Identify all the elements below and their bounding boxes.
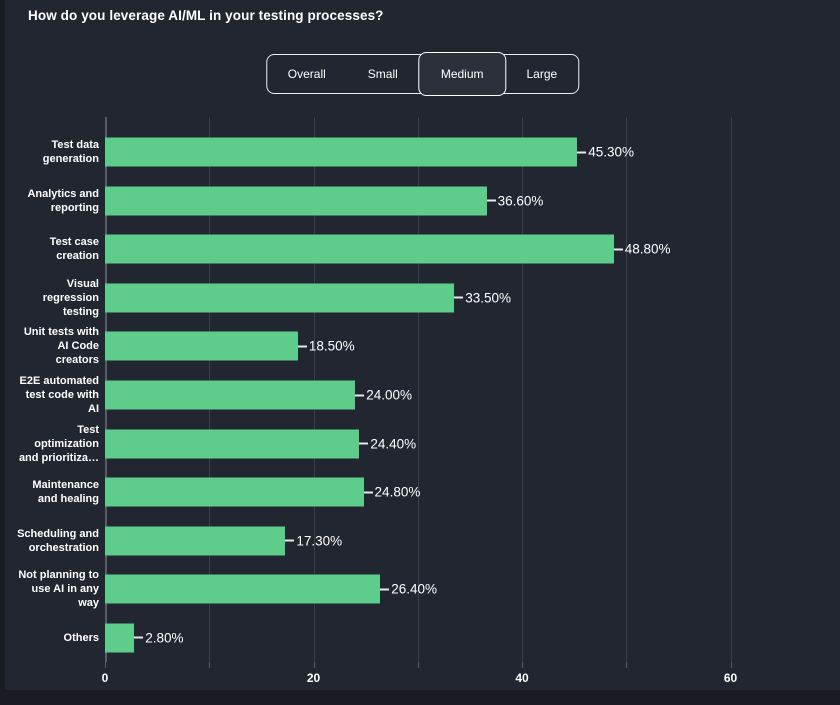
bar-row: E2E automated test code with AI 24.00% [20,371,840,420]
bar[interactable] [105,526,286,556]
category-label: Unit tests with AI Code creators [23,326,99,367]
x-tick-label: 60 [723,671,738,685]
bar[interactable] [105,429,360,459]
value-connector [577,151,587,154]
value-connector [380,588,390,591]
value-connector [454,296,464,299]
value-label: 48.80% [624,241,671,257]
bar-row: Maintenance and healing 24.80% [32,468,840,517]
value-group: 48.80% [613,241,671,257]
gridline [522,117,524,662]
bar[interactable] [105,186,487,216]
value-group: 18.50% [297,338,355,354]
bar[interactable] [105,623,135,653]
value-label: 17.30% [296,533,343,549]
bar-row: Analytics and reporting 36.60% [27,177,840,226]
value-connector [134,636,144,639]
x-tick-mark [209,662,211,668]
bar-chart: 0 20 40 60 Test data generation 45.30% Analyt… [17,117,840,685]
chart-panel: How do you leverage AI/ML in your testin… [5,0,840,690]
value-label: 45.30% [588,144,635,160]
bar-row: Not planning to use AI in any way 26.40% [18,565,840,614]
bar-row: Test optimization and prioritiza… 24.40% [19,419,840,468]
x-tick-label: 40 [515,671,529,685]
page-title: How do you leverage AI/ML in your testin… [28,8,384,23]
bar[interactable] [105,477,364,507]
gridline [626,117,628,662]
value-label: 24.40% [370,436,417,452]
bar-row: Unit tests with AI Code creators 18.50% [24,322,840,371]
x-tick-label: 20 [306,671,321,685]
value-group: 36.60% [486,193,544,209]
value-group: 17.30% [285,533,342,548]
value-group: 33.50% [454,290,511,305]
category-label: Analytics and reporting [27,187,99,214]
value-group: 24.00% [355,388,412,403]
value-group: 26.40% [380,582,437,597]
x-tick-mark [417,662,419,668]
gridline [417,117,419,662]
value-label: 2.80% [145,630,184,646]
value-group: 2.80% [134,630,183,645]
category-label: Not planning to use AI in any way [18,569,99,610]
value-connector [486,199,496,202]
category-label: Maintenance and healing [32,479,99,506]
value-label: 26.40% [391,581,438,597]
category-label: E2E automated test code with AI [19,375,99,415]
value-connector [297,345,307,348]
bar[interactable] [105,574,381,604]
bar[interactable] [105,137,578,167]
x-tick-mark [105,662,106,668]
bar-row: Test data generation 45.30% [43,128,840,177]
value-label: 33.50% [465,290,512,306]
bar-rows: Test data generation 45.30% Analytics and … [17,128,840,662]
value-connector [613,248,623,251]
value-group: 45.30% [577,145,634,160]
category-label: Test case creation [49,236,99,263]
category-label: Test optimization and prioritiza… [18,423,99,464]
filter-button-small[interactable]: Small [347,55,419,93]
value-label: 18.50% [308,338,355,354]
filter-button-large[interactable]: Large [506,55,579,93]
x-tick-label: 0 [101,671,109,685]
value-connector [363,491,373,494]
bar[interactable] [105,380,356,410]
bar[interactable] [105,283,455,313]
category-label: Visual regression testing [42,277,99,318]
x-tick-mark [522,662,524,668]
value-label: 24.00% [366,387,412,403]
value-connector [355,394,365,396]
category-label: Others [63,631,99,644]
bar-row: Others 2.80% [64,613,840,662]
bar-row: Scheduling and orchestration 17.30% [17,516,840,565]
size-filter-group: Overall Small Medium Large [265,52,580,96]
filter-button-overall[interactable]: Overall [267,55,347,93]
value-connector [285,539,295,542]
category-label: Scheduling and orchestration [17,527,99,554]
bar[interactable] [105,331,298,361]
gridline [730,117,732,662]
value-group: 24.80% [363,484,421,500]
value-group: 24.40% [359,436,416,451]
bar-row: Test case creation 48.80% [50,225,840,274]
value-connector [359,442,369,445]
x-tick-mark [313,662,315,668]
value-label: 36.60% [497,193,544,209]
bar-row: Visual regression testing 33.50% [43,274,840,323]
category-label: Test data generation [42,139,99,166]
x-tick-mark [626,662,628,668]
x-tick-mark [730,662,732,668]
filter-button-medium[interactable]: Medium [417,52,507,96]
bar[interactable] [105,234,614,264]
value-label: 24.80% [374,484,421,500]
